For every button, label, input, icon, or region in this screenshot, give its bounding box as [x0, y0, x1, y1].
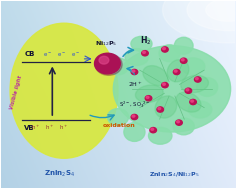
Text: e$^-$: e$^-$: [71, 51, 80, 59]
Circle shape: [145, 96, 152, 101]
Text: 2H$^+$: 2H$^+$: [128, 81, 143, 89]
Circle shape: [131, 69, 138, 75]
Ellipse shape: [173, 118, 194, 135]
Ellipse shape: [148, 127, 172, 144]
Circle shape: [190, 99, 196, 105]
Circle shape: [142, 51, 148, 56]
Text: oxidation: oxidation: [103, 123, 135, 128]
Text: Ni$_{12}$P$_5$: Ni$_{12}$P$_5$: [95, 39, 117, 48]
Ellipse shape: [135, 85, 163, 102]
Text: ZnIn$_2$S$_4$: ZnIn$_2$S$_4$: [44, 169, 75, 179]
Text: e$^-$: e$^-$: [43, 51, 52, 59]
Circle shape: [180, 58, 187, 63]
Circle shape: [95, 53, 120, 74]
Ellipse shape: [181, 58, 205, 75]
Circle shape: [162, 82, 168, 88]
Ellipse shape: [181, 75, 208, 93]
Ellipse shape: [187, 0, 236, 31]
Ellipse shape: [155, 96, 177, 118]
Text: CB: CB: [24, 51, 34, 57]
Circle shape: [194, 77, 201, 82]
Circle shape: [158, 107, 161, 110]
Text: h$^+$: h$^+$: [31, 123, 40, 132]
Circle shape: [143, 51, 145, 53]
Text: e$^-$: e$^-$: [57, 51, 66, 59]
Text: Visible light: Visible light: [9, 75, 23, 110]
Ellipse shape: [10, 23, 118, 158]
Circle shape: [181, 59, 184, 61]
Text: h$^+$: h$^+$: [45, 123, 55, 132]
Text: H$_2$: H$_2$: [140, 34, 152, 47]
Ellipse shape: [125, 49, 148, 65]
Circle shape: [146, 96, 149, 98]
Circle shape: [163, 83, 165, 85]
Text: h$^+$: h$^+$: [59, 123, 69, 132]
Ellipse shape: [206, 0, 236, 21]
Circle shape: [132, 70, 135, 72]
Circle shape: [131, 114, 138, 120]
Ellipse shape: [107, 108, 129, 125]
Text: VB: VB: [24, 125, 35, 131]
Circle shape: [174, 70, 177, 72]
Ellipse shape: [131, 36, 152, 51]
Ellipse shape: [188, 101, 212, 118]
Ellipse shape: [197, 78, 218, 96]
Circle shape: [177, 121, 179, 123]
Ellipse shape: [159, 45, 180, 62]
Text: S$^{2-}$, SO$_3$$^{2-}$: S$^{2-}$, SO$_3$$^{2-}$: [119, 100, 151, 110]
Circle shape: [185, 88, 192, 93]
Ellipse shape: [113, 46, 231, 132]
Ellipse shape: [163, 0, 236, 43]
Circle shape: [132, 115, 135, 117]
Circle shape: [99, 56, 109, 64]
Circle shape: [186, 89, 189, 91]
Circle shape: [95, 54, 122, 75]
Ellipse shape: [167, 60, 189, 82]
Circle shape: [195, 77, 198, 80]
Circle shape: [150, 128, 156, 133]
Circle shape: [163, 47, 165, 50]
Circle shape: [176, 120, 182, 125]
Ellipse shape: [176, 92, 201, 112]
Ellipse shape: [107, 58, 129, 75]
Circle shape: [173, 69, 180, 75]
Circle shape: [162, 47, 168, 52]
Circle shape: [191, 100, 194, 102]
Ellipse shape: [143, 66, 168, 86]
Circle shape: [151, 128, 154, 130]
Text: ZnIn$_2$S$_4$/Ni$_{12}$P$_5$: ZnIn$_2$S$_4$/Ni$_{12}$P$_5$: [149, 170, 200, 179]
Ellipse shape: [124, 123, 145, 141]
Ellipse shape: [174, 37, 193, 54]
Circle shape: [157, 107, 164, 112]
